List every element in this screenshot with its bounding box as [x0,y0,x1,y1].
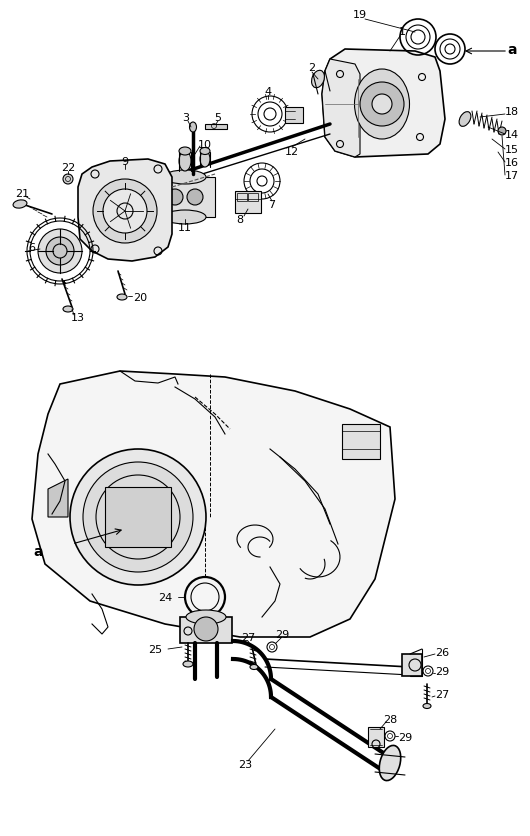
Text: a: a [33,544,43,558]
Bar [105,487,171,548]
Text: 20: 20 [133,293,147,303]
Ellipse shape [355,70,410,140]
Ellipse shape [200,148,210,155]
Text: 24: 24 [158,592,172,602]
Circle shape [70,450,206,585]
Circle shape [360,83,404,127]
Text: 11: 11 [178,222,192,232]
Text: 3: 3 [182,113,190,123]
Text: 17: 17 [505,171,519,181]
Circle shape [498,128,506,135]
Text: 29: 29 [398,732,412,742]
Ellipse shape [117,294,127,301]
Circle shape [194,617,218,641]
Circle shape [46,237,74,266]
Bar [155,178,215,217]
Text: 25: 25 [148,645,162,655]
Polygon shape [32,371,395,637]
Text: 9: 9 [121,157,129,167]
Polygon shape [48,479,68,517]
Text: 14: 14 [505,130,519,140]
Ellipse shape [312,71,324,89]
Text: 7: 7 [268,200,276,210]
Text: 15: 15 [505,145,519,155]
Text: 23: 23 [238,759,252,769]
Bar [180,617,232,643]
Bar [285,108,303,124]
Ellipse shape [186,610,226,624]
Ellipse shape [63,307,73,313]
Polygon shape [322,60,360,158]
Polygon shape [78,160,172,262]
Ellipse shape [164,211,206,225]
Text: 19: 19 [353,10,367,20]
Text: 8: 8 [236,215,244,225]
Polygon shape [322,50,445,158]
Text: 10: 10 [198,140,212,150]
Ellipse shape [183,661,193,667]
Circle shape [38,230,82,273]
Ellipse shape [190,123,197,133]
Text: 29: 29 [435,666,449,676]
Ellipse shape [179,148,191,155]
Text: 16: 16 [505,158,519,168]
Bar [205,125,227,130]
Text: 1: 1 [399,27,405,37]
Circle shape [103,190,147,234]
Text: 2: 2 [308,63,315,73]
Circle shape [167,190,183,206]
Ellipse shape [423,704,431,709]
Text: 27: 27 [435,689,449,699]
Text: 21: 21 [15,189,29,199]
Text: a: a [507,43,517,57]
Bar [235,191,261,214]
Text: 12: 12 [285,147,299,157]
Circle shape [83,462,193,573]
Ellipse shape [379,746,401,781]
Text: 29: 29 [275,630,289,640]
Circle shape [93,180,157,244]
Ellipse shape [13,201,27,209]
Text: 27: 27 [241,632,255,642]
Circle shape [187,190,203,206]
Bar [342,425,380,460]
Text: 18: 18 [505,107,519,117]
Text: 13: 13 [71,313,85,323]
Text: 4: 4 [264,87,271,97]
Bar [237,194,247,201]
Ellipse shape [250,665,258,670]
Ellipse shape [164,171,206,185]
Bar [248,194,258,201]
Circle shape [63,175,73,185]
Bar [368,727,384,747]
Text: 28: 28 [383,714,397,724]
Circle shape [372,95,392,115]
Text: 22: 22 [61,163,75,173]
Text: 5: 5 [215,113,222,123]
Ellipse shape [179,152,191,171]
Ellipse shape [200,152,210,168]
Bar [402,655,422,676]
Text: 26: 26 [435,647,449,657]
Text: 6: 6 [29,242,36,252]
Ellipse shape [459,113,471,127]
